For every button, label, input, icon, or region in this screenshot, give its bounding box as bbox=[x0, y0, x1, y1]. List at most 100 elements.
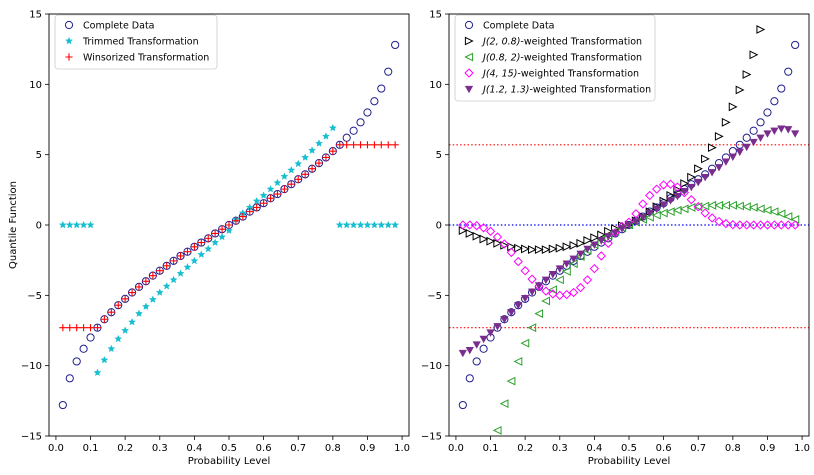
data-point bbox=[183, 248, 192, 256]
data-point bbox=[763, 130, 772, 138]
data-point bbox=[349, 126, 358, 135]
data-point bbox=[377, 220, 386, 229]
data-point bbox=[701, 154, 710, 164]
data-point bbox=[384, 220, 393, 229]
data-point bbox=[246, 208, 254, 216]
data-point bbox=[493, 323, 502, 331]
data-point bbox=[72, 220, 81, 229]
legend-left: Complete Data Trimmed Transformation Winso… bbox=[54, 14, 218, 70]
data-point bbox=[658, 208, 668, 218]
data-point bbox=[86, 333, 95, 342]
data-point bbox=[356, 118, 365, 127]
data-point bbox=[506, 376, 516, 386]
data-point bbox=[714, 131, 724, 141]
data-point bbox=[575, 282, 586, 293]
data-point bbox=[721, 218, 731, 229]
y-tick-label: −5 bbox=[427, 291, 442, 302]
data-point bbox=[458, 226, 468, 236]
data-point bbox=[218, 232, 226, 241]
data-point bbox=[569, 255, 578, 263]
data-point bbox=[479, 335, 488, 344]
data-point bbox=[776, 209, 786, 219]
data-point bbox=[541, 245, 551, 255]
data-point bbox=[680, 188, 689, 196]
x-axis-label: Probability Level bbox=[188, 456, 270, 467]
data-point bbox=[465, 347, 474, 355]
x-tick-label: 0.1 bbox=[483, 443, 499, 454]
data-point bbox=[755, 204, 765, 214]
data-point bbox=[686, 203, 696, 212]
y-tick-label: 0 bbox=[436, 221, 442, 232]
data-point bbox=[631, 209, 641, 219]
data-point bbox=[783, 220, 793, 230]
data-point bbox=[527, 323, 537, 333]
x-tick-label: 0.4 bbox=[186, 443, 202, 454]
x-axis-label: Probability Level bbox=[588, 456, 670, 467]
x-tick-label: 0.6 bbox=[656, 443, 672, 454]
data-point bbox=[239, 212, 247, 221]
series-2 bbox=[59, 141, 399, 332]
series-4 bbox=[458, 125, 800, 358]
data-point bbox=[73, 324, 81, 332]
data-point bbox=[308, 165, 316, 173]
data-point bbox=[280, 172, 289, 180]
data-point bbox=[93, 368, 102, 377]
data-point bbox=[93, 324, 102, 332]
data-point bbox=[541, 286, 551, 296]
data-point bbox=[472, 341, 481, 349]
data-point bbox=[479, 234, 489, 244]
data-point bbox=[80, 324, 88, 332]
data-point bbox=[527, 288, 537, 297]
data-point bbox=[322, 132, 330, 140]
data-point bbox=[350, 141, 358, 149]
data-point bbox=[472, 231, 482, 241]
x-tick-label: 1.0 bbox=[794, 443, 810, 454]
data-point bbox=[197, 250, 206, 258]
data-point bbox=[520, 338, 530, 348]
data-point bbox=[507, 242, 517, 252]
y-tick-label: 10 bbox=[29, 80, 42, 91]
data-point bbox=[190, 256, 199, 265]
data-point bbox=[749, 138, 758, 147]
series-2 bbox=[492, 200, 800, 435]
legend-marker bbox=[464, 36, 474, 46]
legend-label: Trimmed Transformation bbox=[82, 37, 199, 48]
legend-label: Winsorized Transformation bbox=[83, 53, 209, 64]
data-point bbox=[335, 220, 344, 229]
data-point bbox=[114, 301, 122, 309]
data-point bbox=[79, 344, 88, 353]
data-point bbox=[651, 210, 661, 220]
data-point bbox=[749, 50, 759, 60]
data-point bbox=[763, 108, 772, 117]
data-point bbox=[590, 241, 599, 249]
data-point bbox=[728, 153, 737, 161]
data-point bbox=[548, 285, 557, 295]
data-point bbox=[135, 283, 143, 291]
data-point bbox=[589, 263, 600, 274]
data-point bbox=[259, 191, 268, 199]
x-tick-label: 0.7 bbox=[690, 443, 706, 454]
data-point bbox=[266, 194, 275, 202]
data-point bbox=[148, 295, 157, 303]
x-tick-label: 0.3 bbox=[152, 443, 168, 454]
data-point bbox=[728, 200, 737, 210]
data-point bbox=[465, 229, 475, 238]
data-point bbox=[391, 40, 400, 50]
data-point bbox=[583, 236, 593, 245]
data-point bbox=[370, 97, 379, 106]
data-point bbox=[631, 218, 641, 226]
data-point bbox=[694, 178, 703, 187]
data-point bbox=[714, 216, 724, 227]
data-point bbox=[776, 220, 786, 230]
data-point bbox=[790, 214, 800, 224]
data-point bbox=[458, 220, 468, 230]
data-point bbox=[260, 199, 268, 207]
data-point bbox=[742, 143, 751, 152]
data-point bbox=[479, 344, 488, 353]
data-point bbox=[742, 133, 751, 142]
data-point bbox=[308, 146, 316, 154]
x-tick-label: 0.5 bbox=[221, 443, 237, 454]
data-point bbox=[686, 195, 696, 205]
data-point bbox=[762, 205, 772, 215]
data-point bbox=[693, 202, 703, 212]
